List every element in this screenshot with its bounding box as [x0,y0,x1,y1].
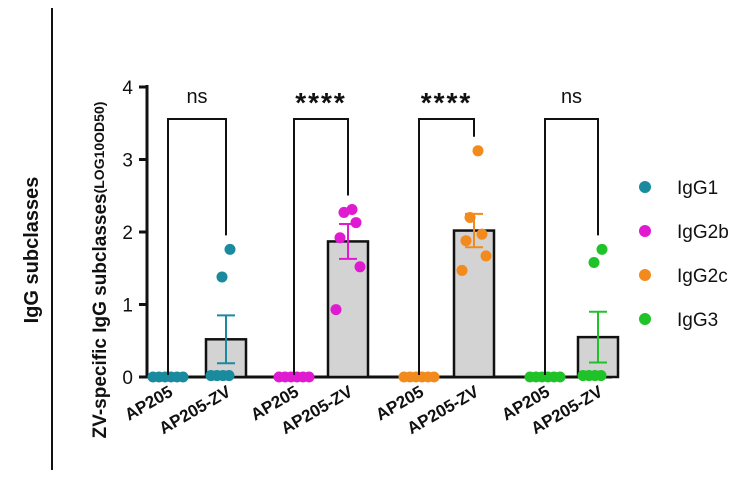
legend-marker [639,313,651,325]
legend-label: IgG1 [677,178,718,199]
data-point [177,371,189,383]
data-point [480,250,492,262]
data-point [554,371,566,383]
data-point [216,271,228,283]
significance-label: ns [186,86,207,108]
data-point [428,371,440,383]
significance-bracket [544,118,599,375]
data-point [346,204,358,216]
legend-marker [639,269,651,281]
data-point [460,235,472,247]
outer-label: IgG subclasses [21,177,43,324]
legend-label: IgG3 [677,310,718,331]
legend-marker [639,225,651,237]
y-tick-label: 1 [122,296,133,317]
data-point [223,370,235,382]
error-bars-layer [217,212,607,365]
legend: IgG1 IgG2b IgG2c IgG3 [639,178,729,331]
data-point [464,212,476,223]
y-axis-title-main: ZV-specific IgG subclasses [90,193,111,438]
y-axis-title: ZV-specific IgG subclasses(LOG10OD50) [90,102,111,439]
data-point [596,243,608,255]
significance-bracket [418,118,475,375]
significance-layer: ns **** **** ns [167,86,599,375]
data-point [224,243,236,255]
y-tick-label: 0 [122,368,133,389]
data-point [330,304,342,316]
legend-label: IgG2c [677,266,728,287]
significance-label: **** [421,87,473,118]
data-point [354,261,366,273]
data-point [595,370,607,382]
data-point [303,371,315,383]
data-point [350,217,362,229]
data-point [334,232,346,244]
y-axis-title-sub: (LOG10OD50) [91,102,107,194]
y-tick-label: 2 [122,223,133,244]
significance-label: ns [561,86,582,108]
significance-bracket [293,118,349,375]
data-point [472,145,484,157]
legend-marker [639,181,651,193]
significance-label: **** [295,87,347,118]
data-point [476,228,488,240]
y-tick-label: 4 [122,78,133,99]
data-point [456,264,468,276]
bars-layer [204,229,620,379]
y-tick-label: 3 [122,151,133,172]
legend-label: IgG2b [677,222,729,243]
significance-bracket [167,118,227,375]
data-point [588,256,600,268]
